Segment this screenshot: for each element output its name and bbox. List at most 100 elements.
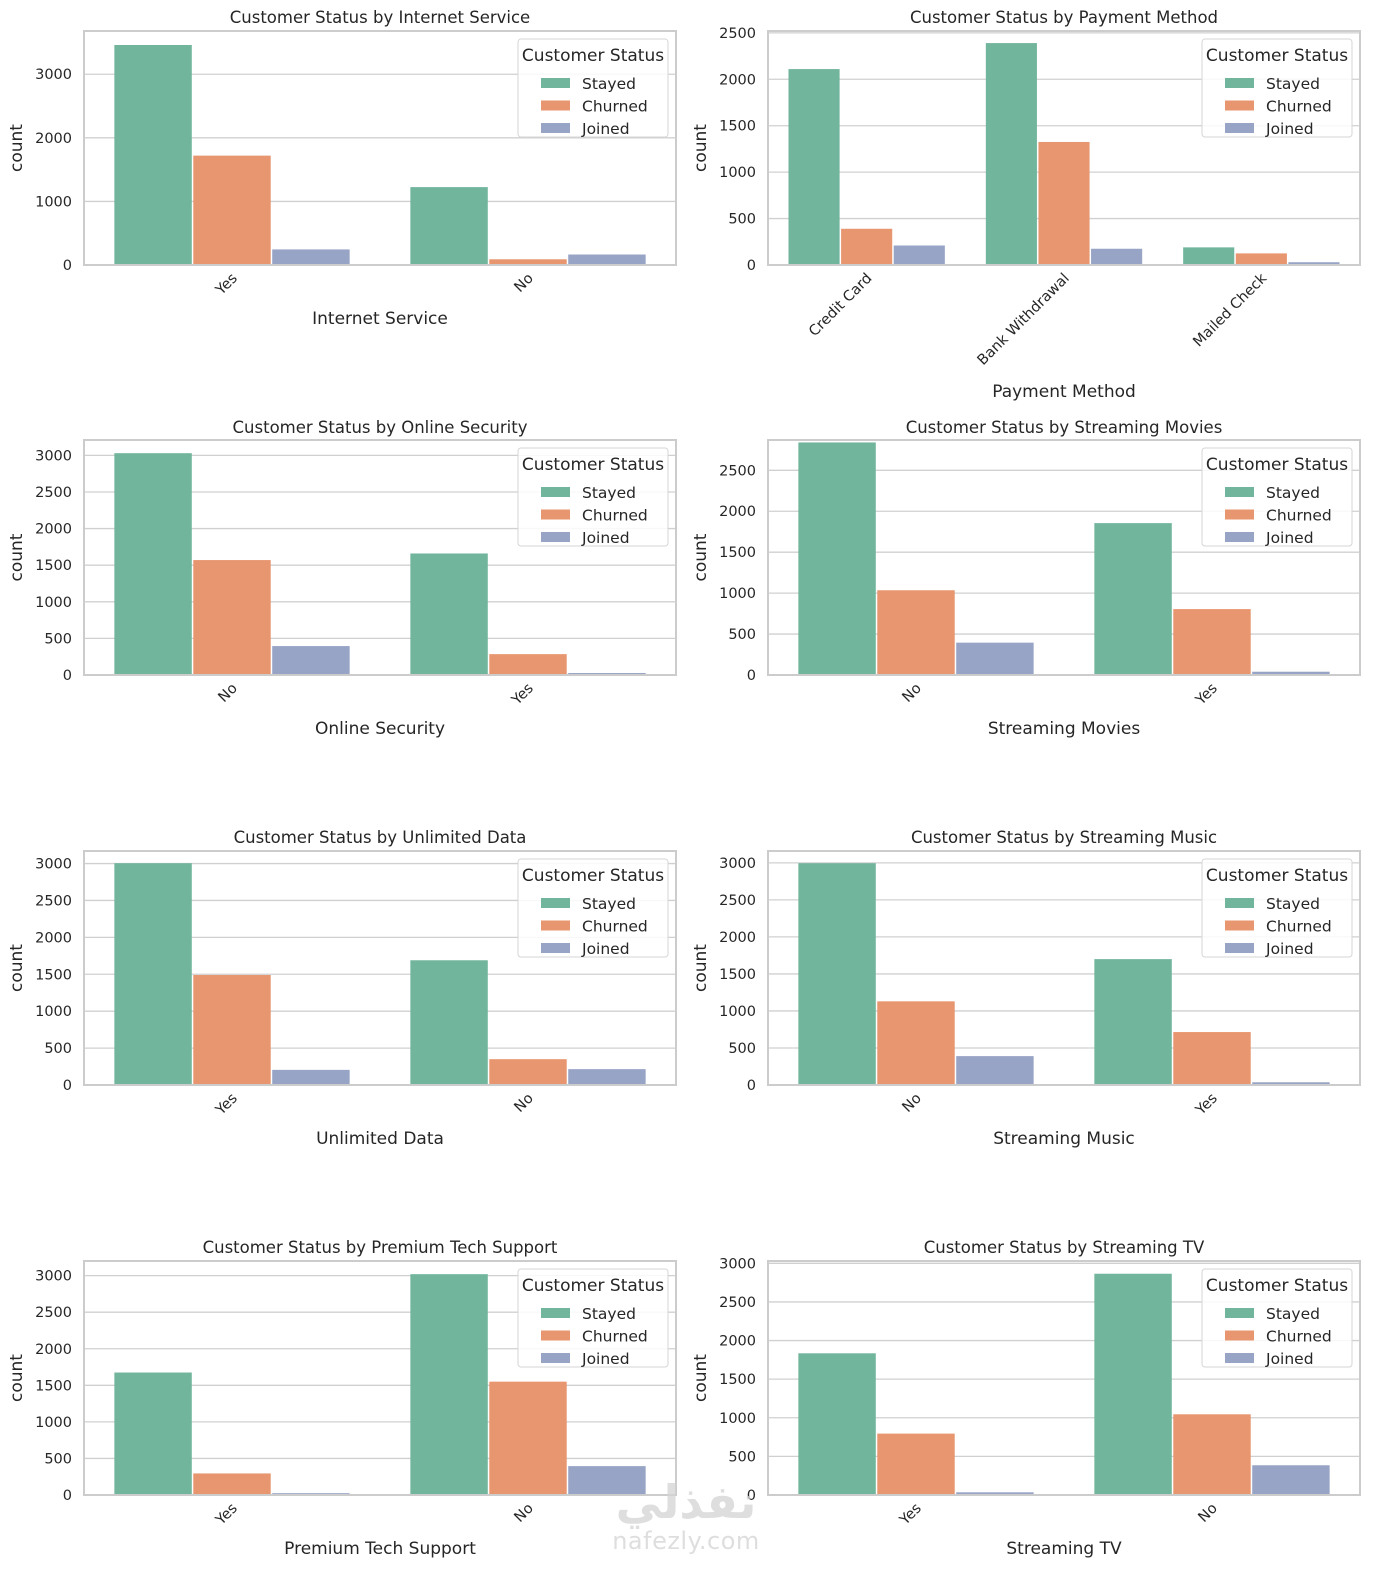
- bar-churned-credit-card[interactable]: [841, 228, 893, 265]
- bar-stayed-no[interactable]: [114, 453, 192, 675]
- bar-churned-mailed-check[interactable]: [1235, 253, 1287, 265]
- legend-label-churned: Churned: [582, 918, 648, 936]
- x-tick-label: Yes: [212, 271, 241, 300]
- bar-joined-yes[interactable]: [1252, 671, 1330, 675]
- y-tick-label: 0: [63, 258, 72, 274]
- legend-swatch-churned: [1225, 100, 1254, 111]
- bar-churned-no[interactable]: [1173, 1414, 1251, 1495]
- bar-joined-yes[interactable]: [956, 1492, 1034, 1495]
- legend-label-joined: Joined: [1265, 529, 1314, 547]
- bar-stayed-no[interactable]: [1094, 1273, 1172, 1495]
- chart-panel: Customer Status by Premium Tech Support 0…: [7, 1238, 677, 1559]
- legend-swatch-joined: [1225, 123, 1254, 133]
- legend-label-churned: Churned: [582, 1328, 648, 1346]
- bar-joined-no[interactable]: [568, 1466, 646, 1495]
- bar-stayed-bank-withdrawal[interactable]: [985, 43, 1037, 266]
- legend-swatch-churned: [1225, 1330, 1254, 1341]
- bar-joined-mailed-check[interactable]: [1288, 262, 1340, 265]
- legend-label-joined: Joined: [1265, 120, 1314, 138]
- bar-churned-no[interactable]: [489, 259, 567, 265]
- bar-stayed-no[interactable]: [410, 187, 488, 265]
- legend-title: Customer Status: [522, 455, 664, 475]
- bar-stayed-yes[interactable]: [114, 44, 192, 265]
- chart-title: Customer Status by Premium Tech Support: [203, 1238, 558, 1257]
- bar-churned-no[interactable]: [489, 1059, 567, 1085]
- bar-churned-yes[interactable]: [877, 1433, 955, 1495]
- y-tick-label: 3000: [719, 1256, 756, 1272]
- bar-churned-yes[interactable]: [193, 975, 271, 1085]
- legend-label-stayed: Stayed: [582, 484, 636, 502]
- legend-label-joined: Joined: [581, 120, 630, 138]
- chart-panel: Customer Status by Unlimited Data 0 500 100…: [7, 828, 677, 1149]
- legend-swatch-stayed: [541, 898, 570, 908]
- legend-label-stayed: Stayed: [1266, 484, 1320, 502]
- x-tick-label: Yes: [508, 681, 537, 710]
- axes-frame: [83, 1260, 677, 1496]
- x-tick-label: Yes: [1192, 681, 1221, 710]
- axes-frame: [767, 1260, 1361, 1496]
- bar-joined-yes[interactable]: [272, 1069, 350, 1085]
- legend-swatch-churned: [1225, 509, 1254, 520]
- bar-joined-yes[interactable]: [272, 249, 350, 265]
- y-tick-label: 0: [63, 1078, 72, 1094]
- y-tick-label: 0: [747, 1488, 756, 1504]
- x-axis-label: Premium Tech Support: [284, 1539, 476, 1559]
- y-tick-label: 2500: [719, 893, 756, 909]
- y-axis-label: count: [7, 1354, 27, 1402]
- legend-title: Customer Status: [522, 866, 664, 886]
- y-axis-label: count: [691, 944, 711, 992]
- y-tick-label: 2000: [35, 930, 72, 946]
- bar-joined-yes[interactable]: [1252, 1082, 1330, 1085]
- bar-joined-no[interactable]: [568, 1069, 646, 1085]
- bar-stayed-no[interactable]: [798, 442, 876, 675]
- x-tick-label: No: [216, 680, 241, 705]
- bar-stayed-yes[interactable]: [1094, 523, 1172, 675]
- bar-churned-no[interactable]: [877, 1001, 955, 1085]
- bar-churned-yes[interactable]: [193, 1473, 271, 1495]
- bar-joined-no[interactable]: [1252, 1465, 1330, 1495]
- bar-churned-no[interactable]: [877, 590, 955, 675]
- bar-churned-yes[interactable]: [489, 654, 567, 675]
- bar-stayed-no[interactable]: [410, 1274, 488, 1495]
- bar-churned-yes[interactable]: [193, 155, 271, 265]
- chart-title: Customer Status by Unlimited Data: [234, 828, 527, 847]
- bar-stayed-no[interactable]: [410, 960, 488, 1085]
- bar-stayed-mailed-check[interactable]: [1183, 247, 1235, 265]
- y-tick-label: 0: [747, 668, 756, 684]
- y-axis-label: count: [7, 533, 27, 581]
- y-axis-label: count: [691, 533, 711, 581]
- bar-joined-no[interactable]: [956, 1056, 1034, 1085]
- bar-joined-no[interactable]: [956, 642, 1034, 675]
- axes-frame: [767, 439, 1361, 676]
- x-tick-label: No: [512, 1500, 537, 1525]
- bar-stayed-yes[interactable]: [798, 1353, 876, 1495]
- x-axis-label: Unlimited Data: [316, 1129, 444, 1149]
- legend-label-churned: Churned: [582, 507, 648, 525]
- bar-churned-no[interactable]: [489, 1381, 567, 1495]
- legend-swatch-stayed: [541, 1308, 570, 1318]
- legend-swatch-churned: [541, 920, 570, 931]
- bar-churned-no[interactable]: [193, 560, 271, 675]
- bar-churned-yes[interactable]: [1173, 609, 1251, 675]
- bar-joined-credit-card[interactable]: [893, 245, 945, 266]
- y-tick-label: 2000: [35, 1342, 72, 1358]
- bar-stayed-credit-card[interactable]: [788, 69, 840, 265]
- y-tick-label: 2500: [719, 1295, 756, 1311]
- bar-stayed-yes[interactable]: [114, 1372, 192, 1495]
- bar-joined-bank-withdrawal[interactable]: [1091, 248, 1143, 265]
- bar-stayed-yes[interactable]: [114, 863, 192, 1085]
- legend-label-churned: Churned: [1266, 918, 1332, 936]
- y-tick-label: 2500: [35, 1305, 72, 1321]
- chart-title: Customer Status by Streaming TV: [924, 1238, 1205, 1257]
- legend-swatch-joined: [541, 532, 570, 542]
- bar-stayed-yes[interactable]: [1094, 959, 1172, 1085]
- bar-churned-yes[interactable]: [1173, 1032, 1251, 1085]
- bar-stayed-no[interactable]: [798, 863, 876, 1085]
- legend-swatch-churned: [541, 509, 570, 520]
- bar-joined-no[interactable]: [568, 254, 646, 265]
- bar-joined-no[interactable]: [272, 646, 350, 675]
- legend-label-joined: Joined: [581, 1350, 630, 1368]
- y-tick-label: 1000: [719, 1004, 756, 1020]
- bar-stayed-yes[interactable]: [410, 553, 488, 675]
- bar-churned-bank-withdrawal[interactable]: [1038, 141, 1090, 265]
